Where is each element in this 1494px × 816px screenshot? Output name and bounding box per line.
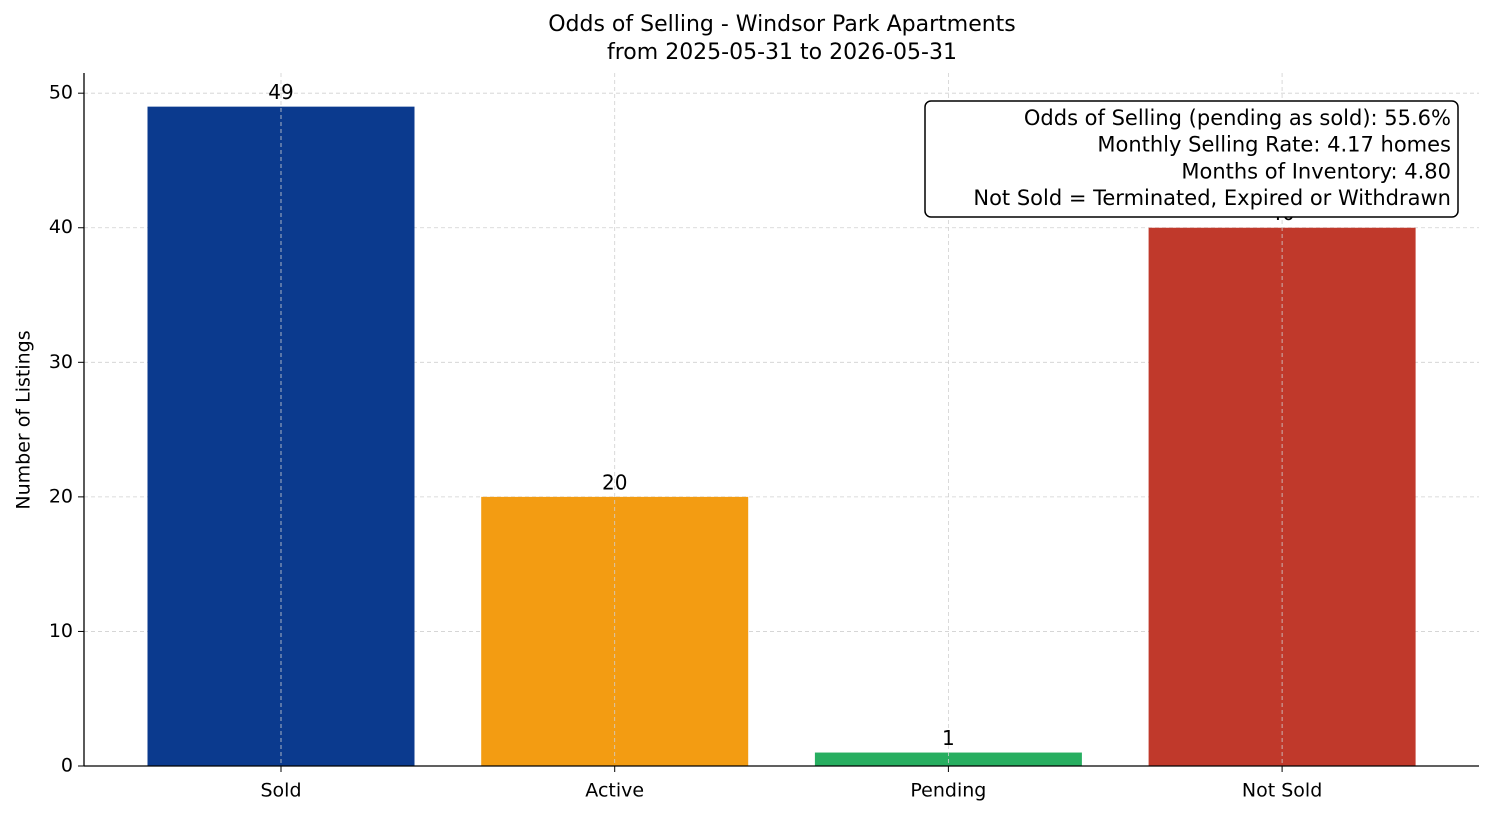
annotation-box: [924, 100, 1459, 218]
x-tick-label: Pending: [910, 780, 986, 802]
annotation-line: Months of Inventory: 4.80: [1181, 159, 1451, 183]
bar: [481, 496, 749, 766]
value-label: 49: [268, 80, 293, 104]
annotation-line: Not Sold = Terminated, Expired or Withdr…: [973, 186, 1451, 210]
x-tick-label: Not Sold: [1242, 780, 1322, 802]
chart-subtitle: from 2025-05-31 to 2026-05-31: [607, 40, 957, 65]
y-tick-label: 30: [49, 351, 73, 373]
y-axis-label: Number of Listings: [13, 330, 35, 509]
y-tick-label: 40: [49, 216, 73, 238]
y-tick-label: 20: [49, 485, 73, 507]
value-label: 20: [602, 470, 627, 494]
y-tick-label: 50: [49, 82, 73, 104]
x-tick-label: Sold: [260, 780, 301, 802]
annotation-line: Monthly Selling Rate: 4.17 homes: [1097, 133, 1451, 157]
x-tick-label: Active: [585, 780, 644, 802]
y-tick-label: 10: [49, 620, 73, 642]
annotation-line: Odds of Selling (pending as sold): 55.6%: [1024, 106, 1451, 130]
y-tick-label: 0: [61, 755, 73, 777]
bar: [147, 106, 415, 767]
value-label: 1: [942, 726, 955, 750]
chart-title: Odds of Selling - Windsor Park Apartment…: [548, 12, 1016, 37]
